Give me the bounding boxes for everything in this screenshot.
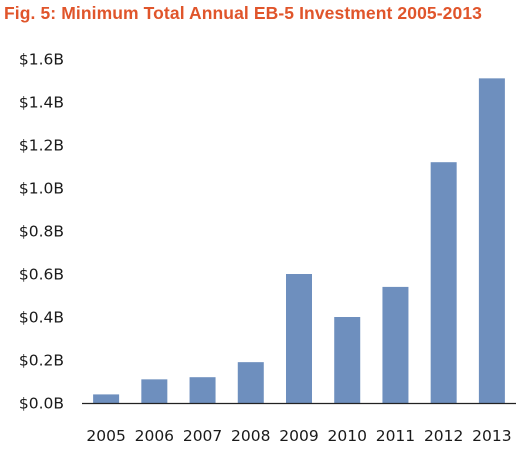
- bar-2013: [478, 78, 505, 403]
- x-axis: 2005 2006 2007 2008 2009 2010 2011 2012 2013: [82, 402, 516, 445]
- y-tick-label: $0.8B: [19, 223, 64, 241]
- bar-2006: [141, 379, 168, 403]
- x-tick-label: 2012: [424, 427, 463, 445]
- chart-title: Fig. 5: Minimum Total Annual EB-5 Invest…: [4, 3, 483, 23]
- y-tick-label: $0.4B: [19, 309, 64, 327]
- bar-2005: [93, 394, 120, 403]
- bar-2009: [286, 274, 312, 403]
- bars: [93, 78, 505, 403]
- y-tick-label: $0.2B: [19, 352, 64, 370]
- x-tick-label: 2013: [472, 427, 511, 445]
- x-tick-label: 2010: [327, 427, 366, 445]
- y-tick-label: $1.2B: [19, 137, 64, 155]
- x-tick-label: 2005: [86, 427, 125, 445]
- x-tick-label: 2007: [183, 427, 222, 445]
- bar-2010: [334, 317, 361, 403]
- y-tick-label: $0.0B: [19, 395, 64, 413]
- y-tick-label: $1.6B: [19, 51, 64, 69]
- bar-2011: [382, 286, 409, 403]
- y-tick-label: $1.0B: [19, 180, 64, 198]
- y-tick-label: $0.6B: [19, 266, 64, 284]
- bar-2008: [237, 362, 264, 403]
- y-tick-label: $1.4B: [19, 94, 64, 112]
- x-tick-label: 2009: [279, 427, 318, 445]
- x-tick-label: 2011: [376, 427, 415, 445]
- bar-2012: [430, 162, 457, 403]
- x-tick-label: 2008: [231, 427, 270, 445]
- x-tick-label: 2006: [135, 427, 174, 445]
- bar-2007: [189, 377, 216, 403]
- y-axis: $0.0B $0.2B $0.4B $0.6B $0.8B $1.0B $1.2B $1.4B…: [19, 51, 64, 413]
